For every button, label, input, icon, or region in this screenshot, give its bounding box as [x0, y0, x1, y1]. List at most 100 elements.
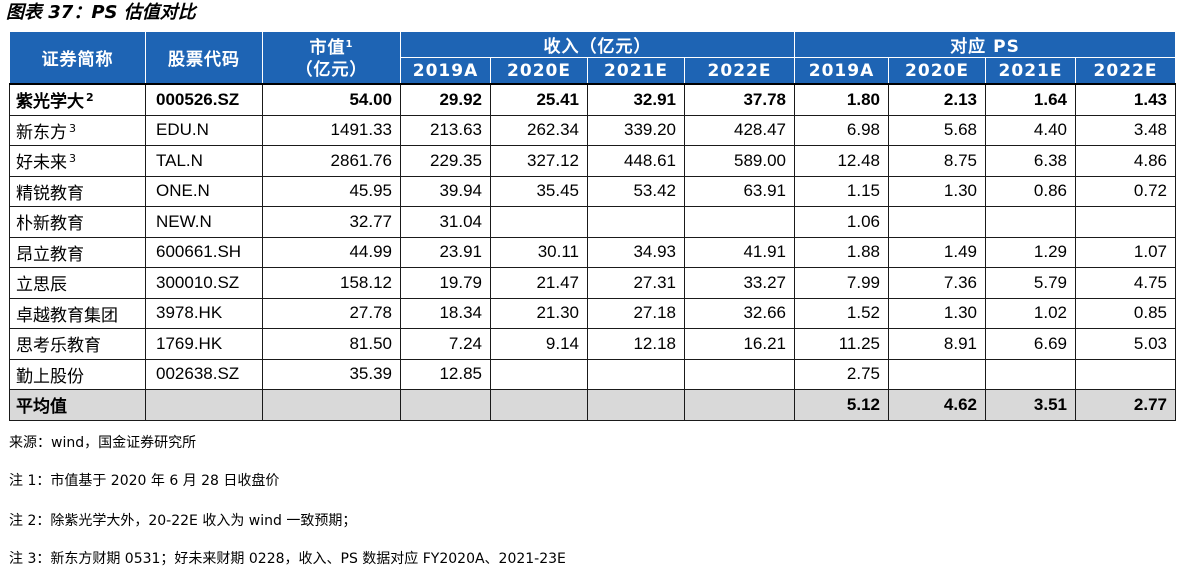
header-revenue-year: 2019A: [400, 57, 491, 85]
header-market-cap-label: 市值: [309, 38, 346, 58]
header-market-cap: 市值1 （亿元）: [262, 31, 401, 85]
security-name-cell: 朴新教育: [9, 206, 146, 238]
ps-cell: [985, 358, 1076, 390]
table-header: 证券简称 股票代码 市值1 （亿元） 收入（亿元） 对应 PS 2019A 20…: [9, 31, 1176, 85]
ps-cell: 2.75: [794, 358, 889, 390]
ps-cell: [888, 206, 986, 238]
revenue-cell: 12.18: [587, 328, 685, 360]
stock-code-cell: ONE.N: [145, 175, 263, 207]
ps-cell: [1075, 206, 1176, 238]
revenue-cell: 7.24: [400, 328, 491, 360]
market-cap-cell: 54.00: [262, 83, 401, 116]
security-name: 立思辰: [16, 275, 67, 296]
ps-cell: 1.30: [888, 297, 986, 329]
table-body: 紫光学大 2 000526.SZ 54.00 29.92 25.41 32.91 37.78 1…: [9, 83, 1176, 421]
revenue-cell: [587, 206, 685, 238]
table-row: 新东方 3 EDU.N 1491.33 213.63 262.34 339.20 428.47…: [9, 114, 1176, 146]
revenue-cell: 37.78: [684, 83, 795, 116]
ps-cell: [888, 358, 986, 390]
revenue-cell: [587, 358, 685, 390]
footnote-1: 注 1：市值基于 2020 年 6 月 28 日收盘价: [9, 473, 280, 489]
average-empty-cell: [400, 389, 491, 421]
revenue-cell: 9.14: [490, 328, 588, 360]
ps-cell: 11.25: [794, 328, 889, 360]
ps-valuation-table: 证券简称 股票代码 市值1 （亿元） 收入（亿元） 对应 PS 2019A 20…: [9, 31, 1176, 421]
revenue-cell: 327.12: [490, 145, 588, 177]
revenue-cell: [490, 206, 588, 238]
ps-cell: 1.52: [794, 297, 889, 329]
ps-cell: 1.80: [794, 83, 889, 116]
revenue-cell: 41.91: [684, 236, 795, 268]
stock-code-cell: 002638.SZ: [145, 358, 263, 390]
header-revenue-group: 收入（亿元）: [400, 31, 795, 58]
revenue-cell: 16.21: [684, 328, 795, 360]
security-name: 精锐教育: [16, 183, 84, 204]
ps-cell: 5.03: [1075, 328, 1176, 360]
ps-cell: [985, 206, 1076, 238]
security-name: 昂立教育: [16, 244, 84, 265]
table-row: 紫光学大 2 000526.SZ 54.00 29.92 25.41 32.91 37.78 1…: [9, 83, 1176, 116]
ps-cell: 0.72: [1075, 175, 1176, 207]
revenue-cell: 213.63: [400, 114, 491, 146]
header-market-cap-unit: （亿元）: [295, 60, 368, 80]
table-row: 思考乐教育 1769.HK 81.50 7.24 9.14 12.18 16.21 11.25…: [9, 328, 1176, 360]
revenue-cell: 21.47: [490, 267, 588, 299]
ps-cell: 1.15: [794, 175, 889, 207]
market-cap-cell: 35.39: [262, 358, 401, 390]
stock-code-cell: 300010.SZ: [145, 267, 263, 299]
ps-cell: 12.48: [794, 145, 889, 177]
table-row: 朴新教育 NEW.N 32.77 31.04 1.06: [9, 206, 1176, 238]
ps-cell: 6.38: [985, 145, 1076, 177]
ps-cell: 1.30: [888, 175, 986, 207]
security-name-cell: 好未来 3: [9, 145, 146, 177]
average-empty-cell: [587, 389, 685, 421]
ps-cell: 4.86: [1075, 145, 1176, 177]
revenue-cell: 339.20: [587, 114, 685, 146]
ps-cell: 5.79: [985, 267, 1076, 299]
security-footnote-marker: 3: [69, 152, 76, 166]
revenue-cell: [684, 358, 795, 390]
market-cap-cell: 2861.76: [262, 145, 401, 177]
ps-cell: 1.29: [985, 236, 1076, 268]
average-empty-cell: [490, 389, 588, 421]
revenue-cell: 589.00: [684, 145, 795, 177]
ps-valuation-table-container: 证券简称 股票代码 市值1 （亿元） 收入（亿元） 对应 PS 2019A 20…: [9, 31, 1176, 421]
table-row: 勤上股份 002638.SZ 35.39 12.85 2.75: [9, 358, 1176, 390]
security-name-cell: 昂立教育: [9, 236, 146, 268]
revenue-cell: 229.35: [400, 145, 491, 177]
market-cap-cell: 27.78: [262, 297, 401, 329]
ps-cell: 7.99: [794, 267, 889, 299]
market-cap-cell: 32.77: [262, 206, 401, 238]
security-name-cell: 卓越教育集团: [9, 297, 146, 329]
ps-cell: 7.36: [888, 267, 986, 299]
ps-cell: 1.06: [794, 206, 889, 238]
security-name: 思考乐教育: [16, 336, 101, 357]
footnote-3: 注 3：新东方财期 0531；好未来财期 0228，收入、PS 数据对应 FY2…: [9, 551, 566, 567]
security-name-cell: 立思辰: [9, 267, 146, 299]
security-name: 紫光学大: [16, 92, 84, 113]
average-label-cell: 平均值: [9, 389, 146, 421]
revenue-cell: 18.34: [400, 297, 491, 329]
table-row: 好未来 3 TAL.N 2861.76 229.35 327.12 448.61 589.00…: [9, 145, 1176, 177]
ps-cell: 8.91: [888, 328, 986, 360]
revenue-cell: 23.91: [400, 236, 491, 268]
average-ps-cell: 5.12: [794, 389, 889, 421]
security-name-cell: 思考乐教育: [9, 328, 146, 360]
security-name-cell: 新东方 3: [9, 114, 146, 146]
revenue-cell: 32.66: [684, 297, 795, 329]
table-row: 卓越教育集团 3978.HK 27.78 18.34 21.30 27.18 32.66 1.…: [9, 297, 1176, 329]
stock-code-cell: EDU.N: [145, 114, 263, 146]
market-cap-cell: 1491.33: [262, 114, 401, 146]
revenue-cell: 39.94: [400, 175, 491, 207]
revenue-cell: 25.41: [490, 83, 588, 116]
revenue-cell: 35.45: [490, 175, 588, 207]
revenue-cell: [684, 206, 795, 238]
header-revenue-year: 2021E: [587, 57, 685, 85]
security-name: 朴新教育: [16, 214, 84, 235]
average-empty-cell: [684, 389, 795, 421]
revenue-cell: 27.18: [587, 297, 685, 329]
revenue-cell: 27.31: [587, 267, 685, 299]
ps-cell: 1.07: [1075, 236, 1176, 268]
stock-code-cell: 000526.SZ: [145, 83, 263, 116]
header-ps-group: 对应 PS: [794, 31, 1176, 58]
